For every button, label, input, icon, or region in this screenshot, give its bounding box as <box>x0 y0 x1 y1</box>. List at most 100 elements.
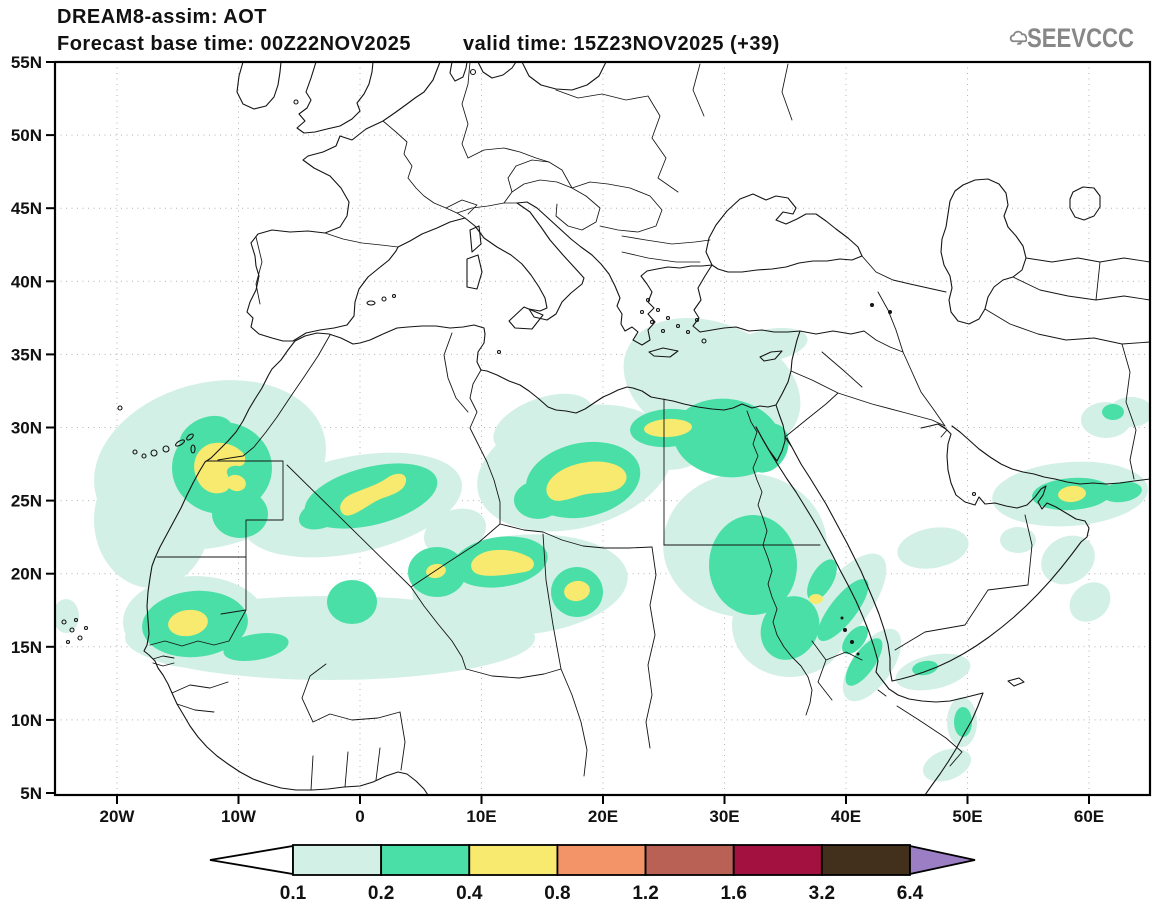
aot-contour-0.1 <box>1069 582 1111 622</box>
coastline-path <box>940 178 1027 325</box>
aot-contour-0.2 <box>327 580 377 624</box>
aot-contour-0.2 <box>1102 481 1142 503</box>
aot-contour-0.2 <box>807 559 837 601</box>
aot-contour-0.2 <box>212 490 268 538</box>
aot-contour-0.1 <box>55 599 79 633</box>
coastline-path <box>1069 186 1101 221</box>
aot-contour-0.2 <box>760 596 820 660</box>
lon-tick-label: 0 <box>355 807 364 826</box>
coastline-path <box>294 264 801 414</box>
colorbar-segment <box>732 844 823 876</box>
lat-tick-label: 15N <box>11 638 42 657</box>
lat-tick-label: 35N <box>11 345 42 364</box>
aot-contour-0.2 <box>223 632 289 662</box>
aot-contour-0.2 <box>954 707 972 737</box>
aot-contour-0.2 <box>912 660 938 676</box>
colorbar: 0.1 0.2 0.4 0.8 1.2 1.6 3.2 6.4 <box>209 844 976 904</box>
logo-text: SEEVCCC <box>1027 22 1135 53</box>
lake-marks <box>840 303 892 656</box>
aot-contour-0.2 <box>1102 404 1124 420</box>
aot-contour-0.1 <box>897 527 969 569</box>
colorbar-segment <box>820 844 911 876</box>
axes: 20W 10W 0 10E 20E 30E 40E 50E 60E 55N 50N 45N 40N 35N… <box>11 53 1104 826</box>
lat-tick-label: 20N <box>11 565 42 584</box>
lat-tick-label: 40N <box>11 272 42 291</box>
coastline-path <box>516 201 713 346</box>
page-title: DREAM8-assim: AOT <box>57 6 268 28</box>
colorbar-tick-label: 0.2 <box>368 883 394 904</box>
colorbar-arrow-left <box>209 844 294 876</box>
colorbar-segment <box>556 844 647 876</box>
lon-tick-label: 40E <box>831 807 861 826</box>
aot-contour-0.4 <box>809 594 823 604</box>
country-borders <box>149 332 963 791</box>
coastline-path <box>755 426 984 795</box>
coastline-path <box>705 193 863 273</box>
aot-contour-0.4 <box>1058 485 1086 503</box>
valid-time-label: valid time: 15Z23NOV2025 (+39) <box>462 33 780 55</box>
aot-contour-0.1 <box>424 508 486 556</box>
coastline-path <box>449 62 468 82</box>
lat-tick-label: 25N <box>11 492 42 511</box>
lon-tick-label: 20W <box>100 807 136 826</box>
country-borders <box>255 62 793 305</box>
coastline-path <box>477 62 517 79</box>
aot-contour-0.4 <box>340 473 407 516</box>
coastline-path <box>236 62 282 110</box>
lat-tick-label: 50N <box>11 126 42 145</box>
lon-tick-label: 10W <box>221 807 257 826</box>
coastline-path <box>786 423 1090 682</box>
colorbar-tick-label: 0.1 <box>280 883 307 904</box>
coastline-path <box>755 404 786 462</box>
base-time-label: Forecast base time: 00Z22NOV2025 <box>57 33 411 55</box>
aot-contour-0.1 <box>123 536 143 560</box>
aot-contour-0.4 <box>644 418 692 438</box>
seevccc-logo: SEEVCCC <box>1008 14 1158 62</box>
aot-contour-0.4 <box>564 580 590 602</box>
aot-contour-0.1 <box>732 327 808 363</box>
lon-tick-label: 20E <box>588 807 618 826</box>
lat-tick-label: 55N <box>11 53 42 72</box>
aot-contour-0.2 <box>709 515 797 615</box>
colorbar-tick-label: 0.4 <box>456 883 483 904</box>
colorbar-tick-label: 0.8 <box>544 883 570 904</box>
cloud-arrow-icon <box>1009 30 1028 45</box>
map-titles: DREAM8-assim: AOT Forecast base time: 00… <box>57 6 780 56</box>
aot-contour-0.4 <box>194 442 246 494</box>
colorbar-segment <box>644 844 735 876</box>
aot-contour-0.4 <box>471 549 534 576</box>
aot-contour-0.1 <box>1000 527 1036 553</box>
lat-tick-label: 5N <box>20 784 42 803</box>
lat-tick-label: 45N <box>11 199 42 218</box>
coastline-path <box>246 62 441 342</box>
coastlines-and-borders <box>61 62 1150 795</box>
colorbar-segment <box>468 844 559 876</box>
coastline-path <box>951 425 1150 485</box>
colorbar-tick-label: 6.4 <box>897 883 924 904</box>
coastline-path <box>521 62 607 91</box>
aot-contour-0.1 <box>922 748 972 782</box>
river-path <box>746 410 813 716</box>
lat-tick-label: 10N <box>11 711 42 730</box>
forecast-times: Forecast base time: 00Z22NOV2025 valid t… <box>57 33 780 56</box>
aot-contour-0.2 <box>817 579 869 641</box>
lon-tick-label: 10E <box>466 807 496 826</box>
aot-contour-0.4 <box>226 474 246 492</box>
coastline-path <box>397 202 585 321</box>
aot-contour-0.1 <box>493 393 593 455</box>
aot-contour-0.2 <box>842 625 868 655</box>
coastline-path <box>296 62 374 134</box>
colorbar-tick-label: 1.6 <box>720 883 746 904</box>
lon-tick-label: 50E <box>952 807 982 826</box>
lon-tick-label: 60E <box>1074 807 1104 826</box>
aot-contour-0.2 <box>298 498 346 530</box>
colorbar-arrow-right <box>909 844 976 876</box>
aot-contour-0.4 <box>168 609 208 637</box>
lon-tick-label: 30E <box>709 807 739 826</box>
colorbar-tick-label: 3.2 <box>809 883 835 904</box>
lat-tick-label: 30N <box>11 419 42 438</box>
aot-contour-0.1 <box>1041 535 1095 585</box>
colorbar-tick-label: 1.2 <box>632 883 658 904</box>
